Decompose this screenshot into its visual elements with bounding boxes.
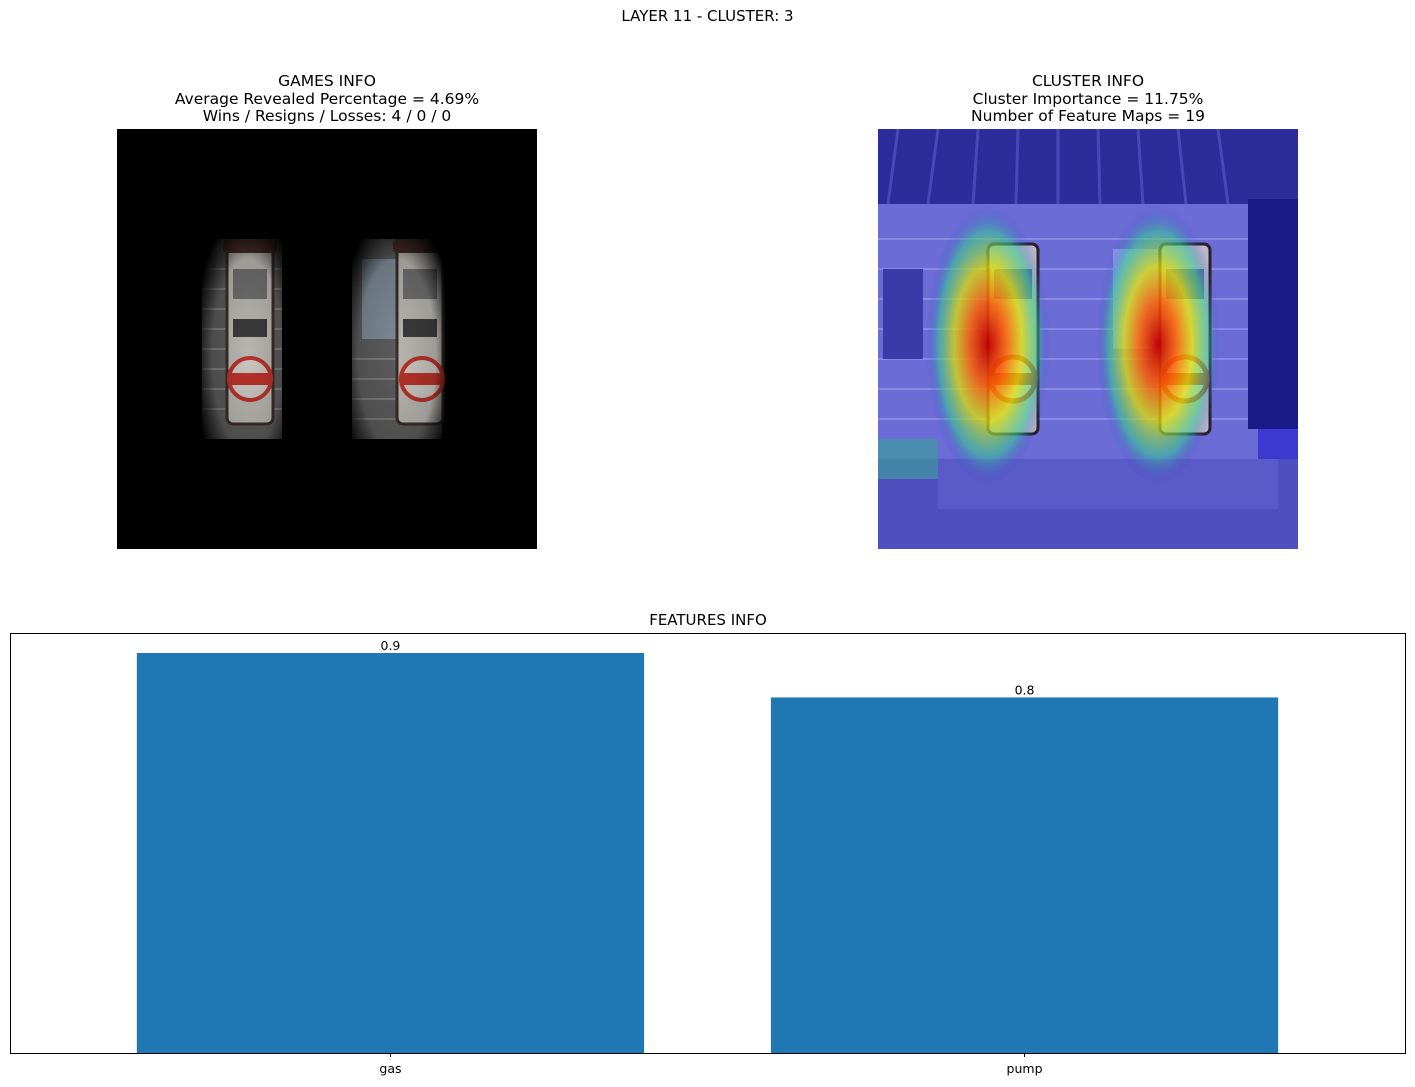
x-tick-label-gas: gas: [379, 1061, 401, 1076]
revealed-percentage-text: Average Revealed Percentage = 4.69%: [174, 89, 480, 108]
cluster-importance-text: Cluster Importance = 11.75%: [972, 89, 1204, 108]
data-label-pump: 0.8: [1015, 682, 1035, 697]
figure-title: LAYER 11 - CLUSTER: 3: [621, 7, 794, 25]
games-info-title: GAMES INFO: [278, 72, 376, 90]
games-info-title-block: GAMES INFO Average Revealed Percentage =…: [117, 72, 537, 126]
heatmap-overlay-image: [878, 129, 1298, 549]
feature-maps-count-text: Number of Feature Maps = 19: [971, 107, 1205, 125]
x-tick-label-pump: pump: [1007, 1061, 1043, 1076]
data-label-gas: 0.9: [381, 638, 401, 653]
plot-frame: [10, 633, 1406, 1054]
chart-title: FEATURES INFO: [649, 611, 767, 629]
bar-pump: [770, 697, 1279, 1053]
cluster-info-title-block: CLUSTER INFO Cluster Importance = 11.75%…: [878, 72, 1298, 126]
masked-image: [117, 129, 537, 549]
wins-resigns-losses-text: Wins / Resigns / Losses: 4 / 0 / 0: [202, 107, 452, 125]
cluster-info-title: CLUSTER INFO: [1031, 72, 1145, 90]
bar-gas: [136, 653, 645, 1053]
